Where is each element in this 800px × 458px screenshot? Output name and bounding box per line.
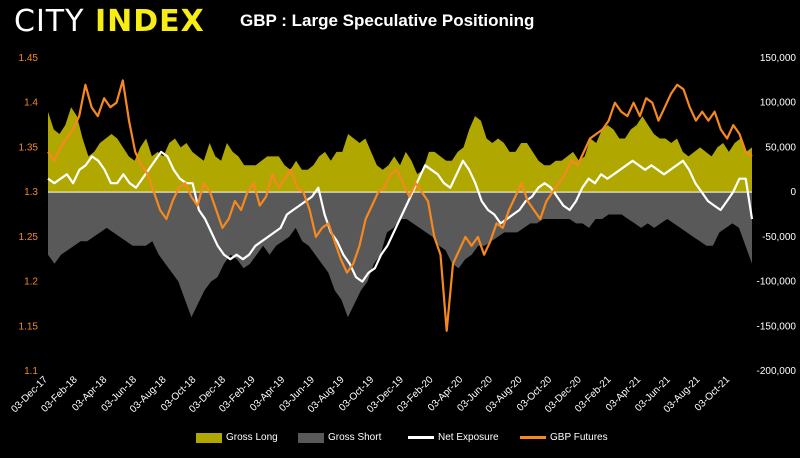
legend-label-net-exposure: Net Exposure [438, 432, 499, 443]
right-axis-tick: 50,000 [765, 142, 796, 153]
left-axis-tick: 1.45 [19, 53, 39, 64]
logo-city: CITY [14, 4, 85, 39]
right-axis-tick: -50,000 [762, 232, 796, 243]
right-axis-tick: 100,000 [760, 98, 797, 109]
logo-index: INDEX [95, 4, 205, 39]
legend-swatch-gross-long [196, 432, 222, 443]
city-index-logo: CITY INDEX [14, 4, 205, 39]
legend-swatch-gbp-futures [520, 436, 546, 439]
left-axis-tick: 1.15 [19, 321, 39, 332]
right-axis-tick: -150,000 [757, 321, 797, 332]
right-axis-tick: -100,000 [757, 277, 797, 288]
right-axis-tick: 0 [790, 187, 796, 198]
gross-short-area [48, 192, 752, 318]
net-exposure-line [47, 150, 754, 283]
legend-label-gross-long: Gross Long [226, 432, 278, 443]
left-axis-tick: 1.25 [19, 232, 39, 243]
left-axis-tick: 1.1 [24, 366, 38, 377]
left-axis-tick: 1.4 [24, 98, 38, 109]
legend-net-exposure: Net Exposure [408, 432, 499, 443]
legend-swatch-gross-short [298, 432, 324, 443]
gross-long-area [48, 107, 752, 193]
left-axis-tick: 1.2 [24, 277, 38, 288]
right-axis-tick: -200,000 [757, 366, 797, 377]
chart-title: GBP : Large Speculative Positioning [240, 11, 535, 30]
chart-legend: Gross Long Gross Short Net Exposure GBP … [0, 432, 800, 448]
legend-gross-long: Gross Long [196, 432, 278, 443]
legend-label-gross-short: Gross Short [328, 432, 382, 443]
left-axis-tick: 1.3 [24, 187, 38, 198]
legend-gbp-futures: GBP Futures [520, 432, 608, 443]
right-axis-tick: 150,000 [760, 53, 797, 64]
legend-swatch-net-exposure [408, 436, 434, 439]
gbp-futures-line [47, 79, 753, 332]
legend-label-gbp-futures: GBP Futures [550, 432, 608, 443]
left-axis-tick: 1.35 [19, 142, 39, 153]
legend-gross-short: Gross Short [298, 432, 381, 443]
